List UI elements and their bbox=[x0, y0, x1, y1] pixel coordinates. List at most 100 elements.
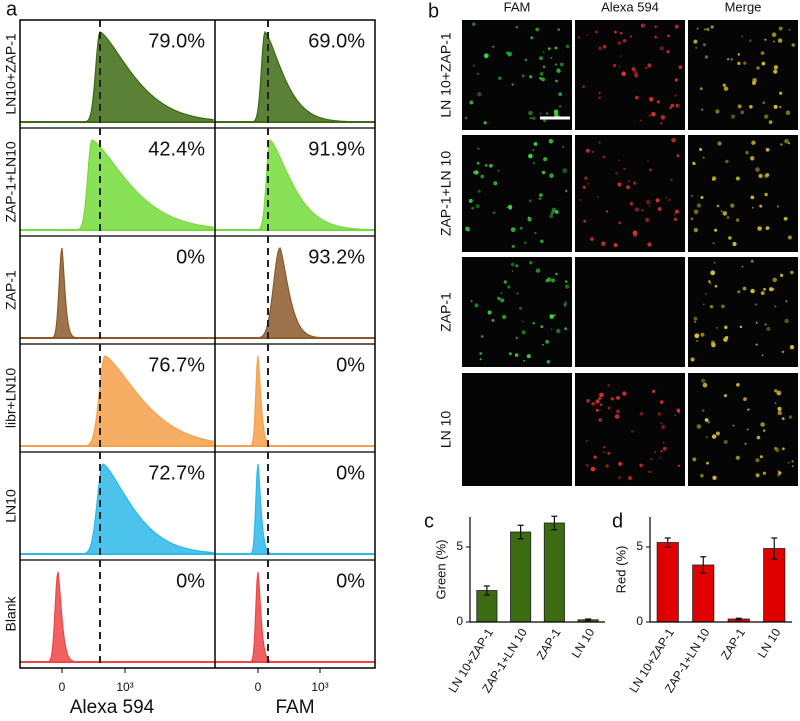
y-tick-label: 5 bbox=[456, 539, 463, 553]
cell-signal bbox=[778, 26, 783, 31]
cell-signal bbox=[472, 64, 475, 67]
cell-signal bbox=[562, 168, 568, 174]
cell-signal bbox=[702, 43, 706, 47]
row-label: libr+LN10 bbox=[3, 368, 19, 429]
cell-signal bbox=[706, 27, 710, 31]
cell-signal bbox=[477, 92, 482, 97]
cell-signal bbox=[676, 408, 681, 413]
cell-signal bbox=[551, 278, 555, 283]
cell-signal bbox=[761, 354, 764, 357]
cell-signal bbox=[510, 262, 515, 267]
cell-signal bbox=[480, 174, 485, 179]
cell-signal bbox=[511, 270, 514, 273]
cell-signal bbox=[659, 400, 664, 404]
cell-signal bbox=[781, 417, 785, 420]
cell-signal bbox=[639, 411, 644, 416]
cell-signal bbox=[677, 464, 680, 467]
cell-signal bbox=[704, 28, 706, 31]
cell-signal bbox=[777, 205, 779, 208]
cell-signal bbox=[774, 402, 777, 404]
cell-signal bbox=[723, 440, 728, 444]
x-tick-label: 10³ bbox=[116, 680, 133, 694]
cell-signal bbox=[618, 476, 621, 480]
x-tick-label: LN 10 bbox=[755, 626, 784, 661]
cell-signal bbox=[557, 28, 561, 31]
cell-signal bbox=[774, 305, 777, 308]
cell-signal bbox=[717, 141, 722, 146]
row-label: ZAP-1 bbox=[3, 270, 19, 310]
cell-signal bbox=[507, 204, 513, 210]
cell-signal bbox=[678, 65, 683, 69]
cell-signal bbox=[766, 327, 771, 331]
cell-signal bbox=[618, 65, 621, 68]
cell-signal bbox=[690, 217, 694, 221]
cell-signal bbox=[628, 180, 630, 183]
cell-signal bbox=[696, 339, 699, 342]
cell-signal bbox=[785, 110, 791, 115]
cell-signal bbox=[750, 156, 755, 161]
cell-signal bbox=[631, 67, 636, 72]
cell-signal bbox=[515, 264, 519, 268]
cell-signal bbox=[762, 471, 767, 475]
frame bbox=[19, 19, 376, 669]
cell-signal bbox=[694, 333, 700, 339]
x-tick-label: 10³ bbox=[311, 680, 328, 694]
cell-signal bbox=[674, 24, 679, 29]
cell-signal bbox=[784, 318, 789, 324]
cell-signal bbox=[787, 235, 792, 240]
cell-signal bbox=[556, 68, 561, 73]
cell-signal bbox=[622, 391, 627, 396]
cell-signal bbox=[521, 330, 526, 335]
axes bbox=[469, 517, 605, 623]
cell-signal bbox=[586, 149, 589, 151]
cell-signal bbox=[657, 207, 662, 211]
cell-signal bbox=[532, 149, 535, 152]
cell-signal bbox=[593, 455, 597, 459]
cell-signal bbox=[714, 284, 718, 288]
percent-label: 0% bbox=[336, 354, 365, 376]
cell-signal bbox=[607, 406, 611, 410]
cell-signal bbox=[713, 261, 716, 264]
cell-signal bbox=[649, 168, 652, 172]
cell-signal bbox=[764, 192, 768, 197]
cell-signal bbox=[724, 325, 728, 330]
cell-signal bbox=[723, 86, 729, 91]
cell-signal bbox=[787, 461, 790, 464]
cell-signal bbox=[667, 34, 670, 38]
cell-signal bbox=[530, 36, 534, 40]
cell-signal bbox=[543, 157, 548, 162]
cell-signal bbox=[777, 410, 782, 416]
cell-signal bbox=[791, 460, 794, 463]
cell-signal bbox=[791, 43, 796, 47]
cell-signal bbox=[696, 203, 702, 208]
cell-signal bbox=[617, 41, 621, 45]
cell-signal bbox=[674, 94, 677, 97]
micrograph bbox=[575, 257, 685, 367]
cell-signal bbox=[524, 241, 527, 244]
cell-signal bbox=[791, 465, 794, 467]
cell-signal bbox=[709, 282, 712, 285]
percent-label: 42.4% bbox=[148, 138, 205, 160]
x-tick-label: ZAP-1 bbox=[718, 626, 748, 663]
cell-signal bbox=[598, 397, 602, 400]
cell-signal bbox=[780, 143, 783, 146]
cell-signal bbox=[543, 118, 547, 123]
cell-signal bbox=[702, 382, 708, 388]
cell-signal bbox=[484, 163, 488, 167]
cell-signal bbox=[710, 25, 714, 29]
cell-signal bbox=[620, 55, 622, 57]
cell-signal bbox=[758, 173, 763, 179]
cell-signal bbox=[784, 138, 789, 144]
error-bar bbox=[551, 515, 558, 531]
cell-signal bbox=[700, 378, 706, 383]
cell-signal bbox=[598, 46, 603, 51]
cell-signal bbox=[743, 61, 747, 65]
percent-label: 76.7% bbox=[148, 354, 205, 376]
cell-signal bbox=[582, 185, 586, 189]
cell-signal bbox=[746, 428, 749, 431]
cell-signal bbox=[634, 73, 639, 78]
x-tick-label: 0 bbox=[59, 680, 66, 694]
bar bbox=[510, 531, 532, 623]
cell-signal bbox=[556, 328, 561, 334]
